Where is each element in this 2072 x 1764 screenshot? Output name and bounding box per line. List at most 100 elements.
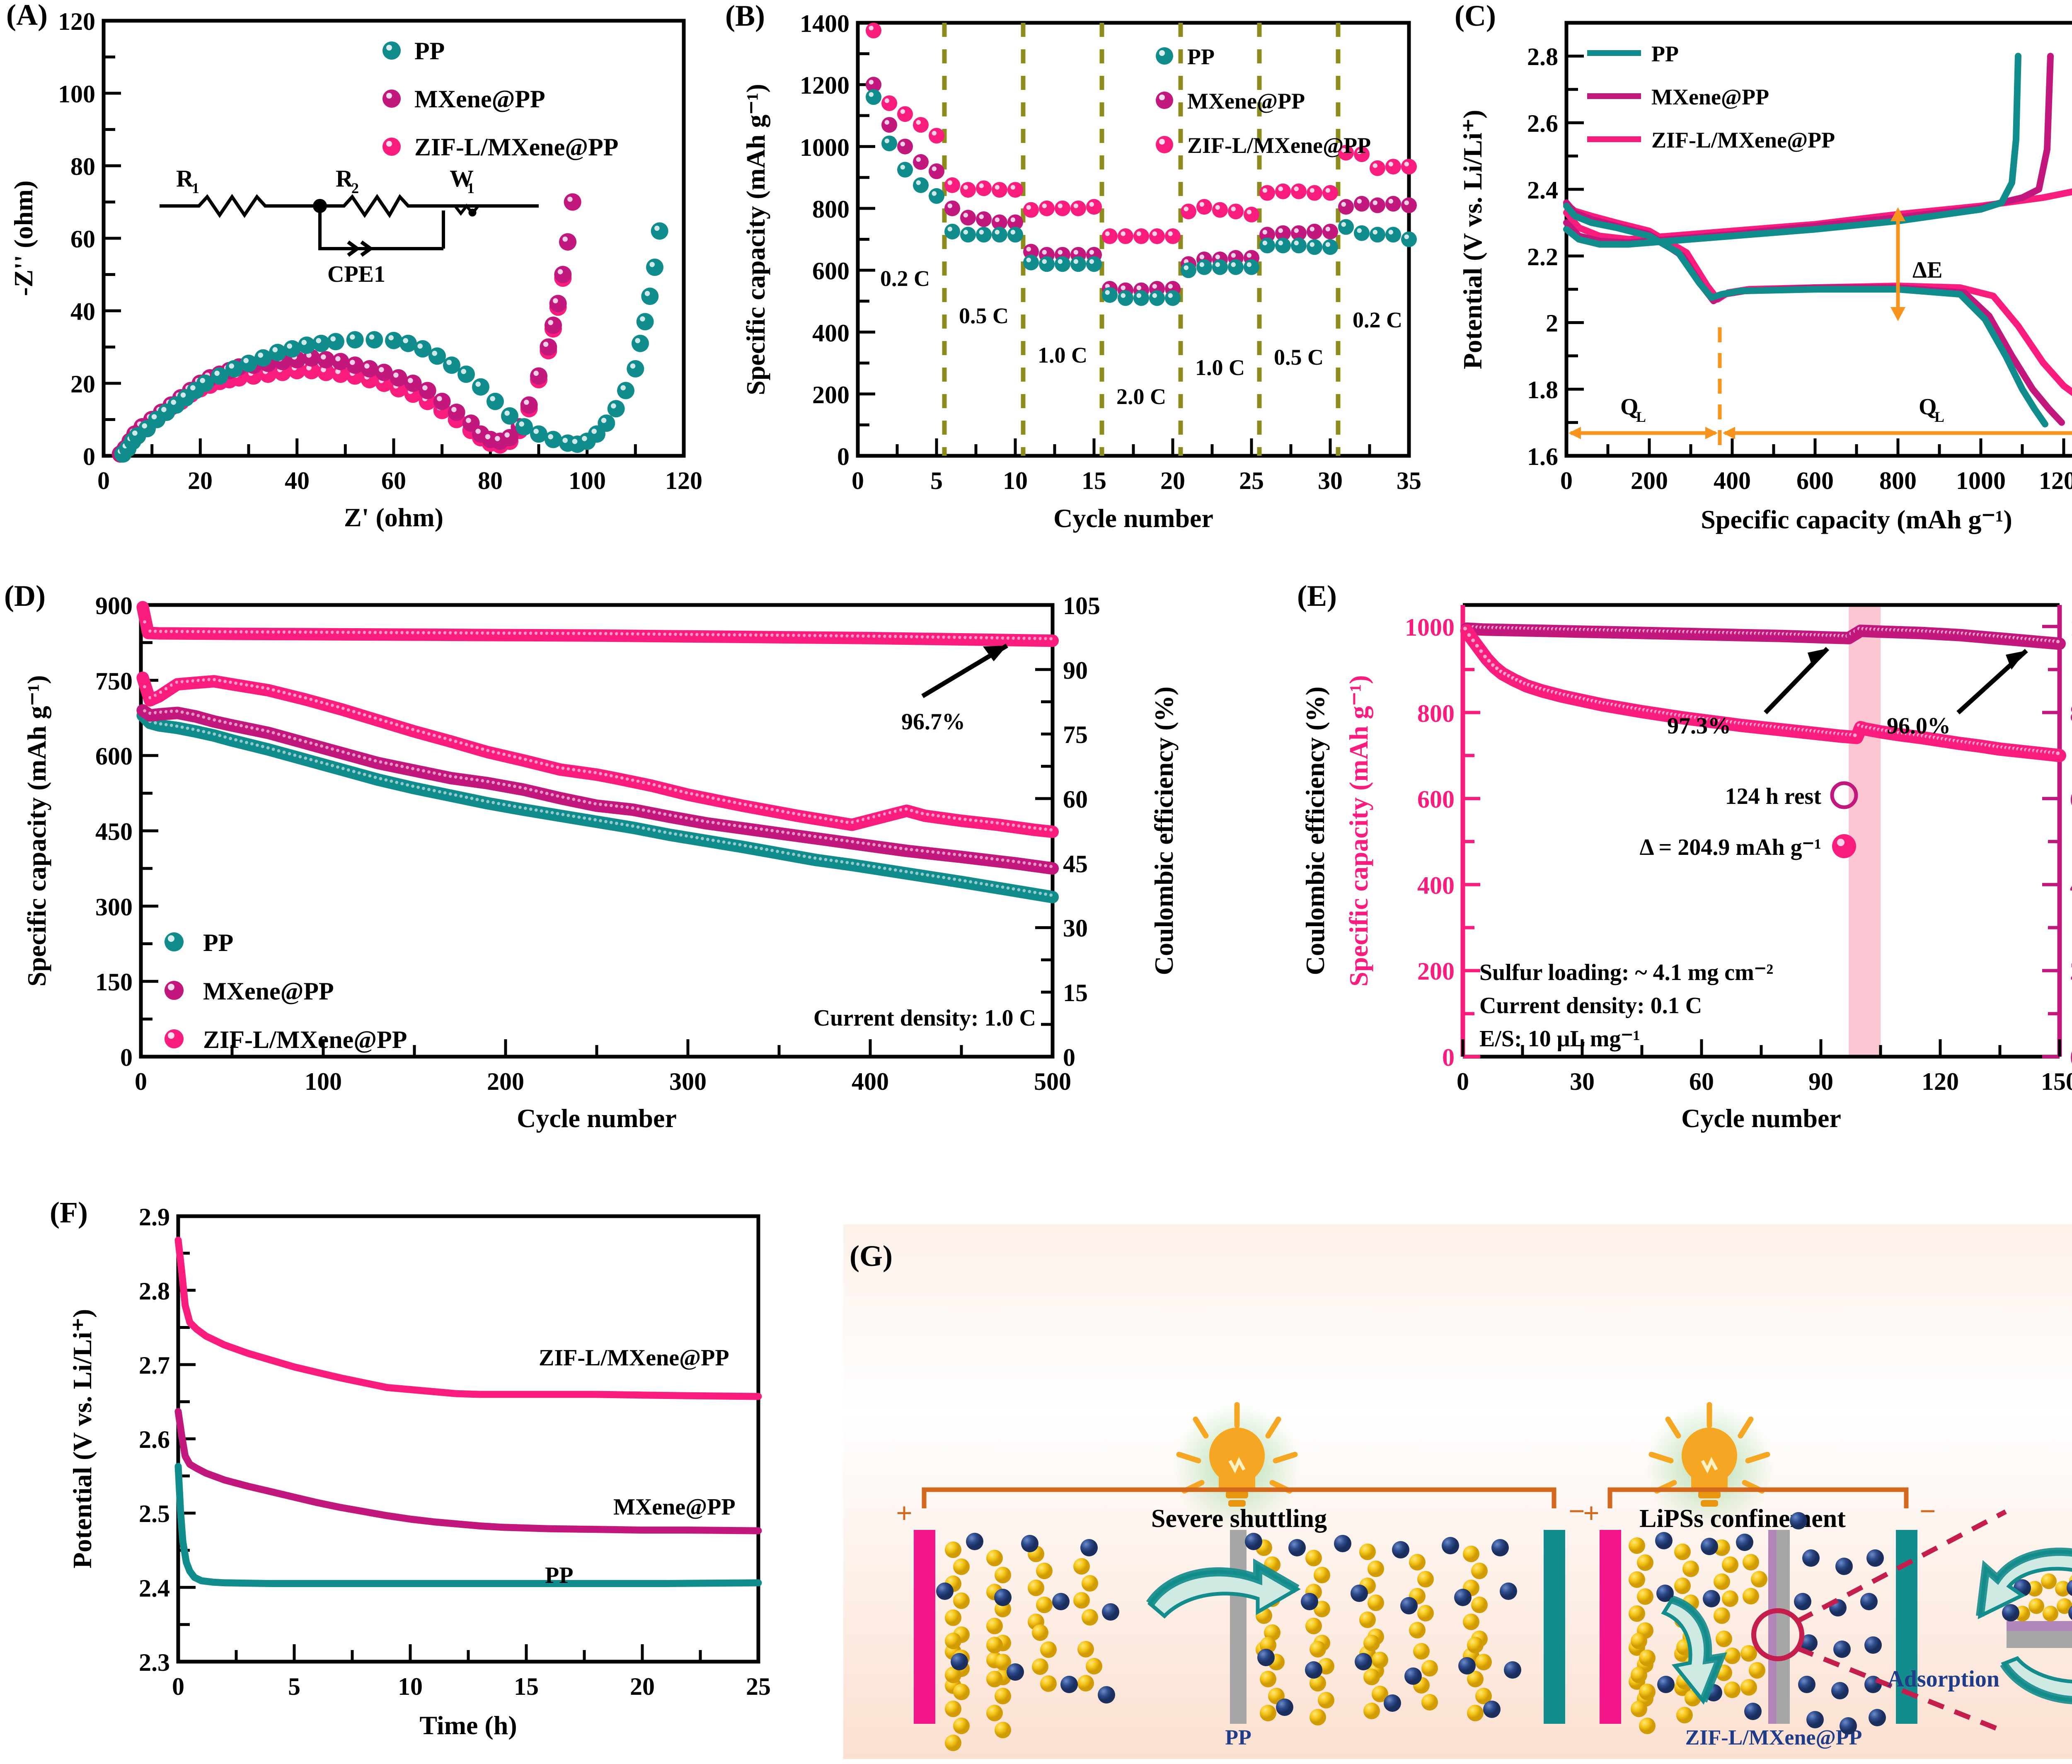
panel-b-xtick-20: 20 xyxy=(1160,467,1185,494)
panel-b-xtick-10: 10 xyxy=(1003,467,1028,494)
panel-c-xtick-600: 600 xyxy=(1796,467,1834,494)
panel-b-xtick-30: 30 xyxy=(1318,467,1343,494)
panel-d-annotation-967: 96.7% xyxy=(901,709,965,735)
panel-f-ytick-2-6: 2.6 xyxy=(139,1426,170,1453)
panel-d-xtick-400: 400 xyxy=(852,1068,889,1095)
panel-g-label: (G) xyxy=(850,1239,893,1273)
panel-c-xtick-0: 0 xyxy=(1560,467,1573,494)
panel-c-ytick-2-6: 2.6 xyxy=(1527,110,1558,137)
panel-a-ytick-60: 60 xyxy=(70,225,95,253)
panel-d: (D) xyxy=(0,576,1285,1177)
cathode-right xyxy=(1600,1530,1621,1724)
terminal-minus-right: − xyxy=(1920,1495,1936,1527)
panel-d-y2tick-90: 90 xyxy=(1063,657,1088,684)
panel-g-right-particles xyxy=(1629,1512,1886,1735)
panel-e-marker-open xyxy=(1830,781,1858,809)
panel-d-label: (D) xyxy=(4,579,46,612)
panel-f-xtick-5: 5 xyxy=(288,1673,300,1700)
panel-e-ytick-600: 600 xyxy=(1417,786,1455,813)
panel-c-ylabel: Potential (V vs. Li/Li⁺) xyxy=(1458,110,1487,369)
panel-f-ylabel: Potential (V vs. Li/Li⁺) xyxy=(68,1309,97,1568)
circuit-label-w1: W xyxy=(450,165,474,192)
panel-e-xlabel: Cycle number xyxy=(1681,1103,1841,1133)
circuit-wire-left xyxy=(922,1487,1556,1508)
panel-f-data xyxy=(174,1236,762,1587)
panel-c-legend-mxene: MXene@PP xyxy=(1651,85,1769,109)
panel-e-annotation-973: 97.3% xyxy=(1667,713,1731,739)
panel-f: (F) 2.3 2.4 2.5 2.6 xyxy=(41,1177,816,1764)
panel-e-xtick-120: 120 xyxy=(1922,1068,1959,1095)
panel-d-y2label: Coulombic efficiency (%) xyxy=(1149,687,1179,975)
circuit-label-r1: R xyxy=(176,165,194,192)
panel-e-axes: 0 200 400 600 800 1000 0 20 40 60 80 100… xyxy=(1300,603,2072,1133)
panel-f-ytick-2-9: 2.9 xyxy=(139,1203,170,1231)
panel-d-xtick-200: 200 xyxy=(487,1068,524,1095)
panel-f-xtick-20: 20 xyxy=(630,1673,655,1700)
panel-b-xtick-25: 25 xyxy=(1239,467,1264,494)
panel-d-data xyxy=(136,601,1059,903)
panel-a-ylabel: -Z'' (ohm) xyxy=(9,180,38,296)
panel-f-inline-label-zif: ZIF-L/MXene@PP xyxy=(539,1345,729,1371)
anode-left xyxy=(1544,1530,1565,1724)
panel-b-xtick-5: 5 xyxy=(930,467,943,494)
panel-b-legend-pp: PP xyxy=(1187,44,1215,69)
panel-b-xtick-35: 35 xyxy=(1397,467,1421,494)
panel-c-xtick-200: 200 xyxy=(1631,467,1668,494)
panel-e-xtick-90: 90 xyxy=(1808,1068,1833,1095)
panel-e-marker-filled xyxy=(1832,834,1856,858)
panel-e: (E) xyxy=(1285,576,2072,1177)
panel-e-xtick-150: 150 xyxy=(2041,1068,2072,1095)
panel-e-ytick-400: 400 xyxy=(1417,872,1455,899)
panel-d-ylabel: Specific capacity (mAh g⁻¹) xyxy=(22,675,51,987)
panel-f-ytick-2-5: 2.5 xyxy=(139,1500,170,1527)
panel-b-rate-label: 2.0 C xyxy=(1116,384,1166,409)
panel-c: (C) 1.6 1.8 xyxy=(1442,0,2072,576)
panel-a-ytick-120: 120 xyxy=(58,8,95,35)
panel-a-circuit-inset: R 1 R 2 W 1 CPE1 xyxy=(160,165,539,287)
panel-c-legend: PP MXene@PP ZIF-L/MXene@PP xyxy=(1587,41,1835,152)
panel-c-ytick-2-2: 2.2 xyxy=(1527,243,1558,271)
terminal-plus-left: + xyxy=(896,1498,913,1529)
panel-d-xlabel: Cycle number xyxy=(517,1103,677,1133)
panel-d-legend: PP MXene@PP ZIF-L/MXene@PP xyxy=(165,929,407,1053)
confine-arrow-right xyxy=(1661,1595,1727,1705)
panel-d-ytick-900: 900 xyxy=(95,592,133,619)
panel-e-data xyxy=(1460,622,2066,762)
panel-b-rate-label: 0.5 C xyxy=(959,303,1009,328)
zoom-callout-lines xyxy=(1796,1509,2007,1735)
panel-a-legend-pp: PP xyxy=(414,37,445,65)
panel-e-condition-es: E/S: 10 μL mg⁻¹ xyxy=(1479,1026,1640,1052)
panel-f-xtick-15: 15 xyxy=(514,1673,539,1700)
panel-c-annotation-QL: Q L xyxy=(1919,394,1944,425)
panel-e-y2tick-60: 60 xyxy=(2070,786,2072,813)
panel-c-annotations xyxy=(1569,207,2072,452)
panel-c-ytick-2-4: 2.4 xyxy=(1527,177,1558,204)
panel-b-xtick-0: 0 xyxy=(852,467,864,494)
panel-g-right-title: LiPSs confinement xyxy=(1639,1505,1846,1533)
panel-d-ytick-0: 0 xyxy=(120,1044,133,1071)
panel-b-ylabel: Specific capacity (mAh g⁻¹) xyxy=(741,84,770,395)
panel-c-legend-pp: PP xyxy=(1651,41,1679,66)
panel-e-ylabel: Specific capacity (mAh g⁻¹) xyxy=(1344,675,1373,987)
panel-b-rate-label: 0.2 C xyxy=(1353,307,1402,332)
light-bulb-icon-left xyxy=(1173,1402,1301,1531)
panel-b-ytick-0: 0 xyxy=(837,443,850,470)
panel-e-y2tick-80: 80 xyxy=(2070,700,2072,727)
panel-c-ytick-2-8: 2.8 xyxy=(1527,43,1558,70)
panel-b-legend-mxene: MXene@PP xyxy=(1187,89,1305,114)
separator-right xyxy=(1777,1530,1790,1724)
panel-b-rate-dividers xyxy=(942,23,1341,456)
panel-e-y2tick-100: 100 xyxy=(2070,614,2072,641)
panel-e-xtick-60: 60 xyxy=(1689,1068,1714,1095)
panel-f-axes: 2.3 2.4 2.5 2.6 2.7 2.8 2.9 0 5 10 15 20… xyxy=(68,1203,771,1740)
panel-e-arrow-973 xyxy=(1764,647,1829,714)
panel-b-axes: 0 200 400 600 800 1000 1200 1400 0 5 10 … xyxy=(741,10,1421,533)
panel-d-legend-zif: ZIF-L/MXene@PP xyxy=(203,1026,407,1053)
panel-e-label: (E) xyxy=(1297,579,1337,612)
panel-c-xlabel: Specific capacity (mAh g⁻¹) xyxy=(1701,505,2012,534)
panel-f-ytick-2-7: 2.7 xyxy=(139,1352,170,1379)
panel-a-legend-zif: ZIF-L/MXene@PP xyxy=(414,133,618,161)
panel-f-ytick-2-4: 2.4 xyxy=(139,1575,170,1602)
panel-d-xtick-300: 300 xyxy=(669,1068,707,1095)
